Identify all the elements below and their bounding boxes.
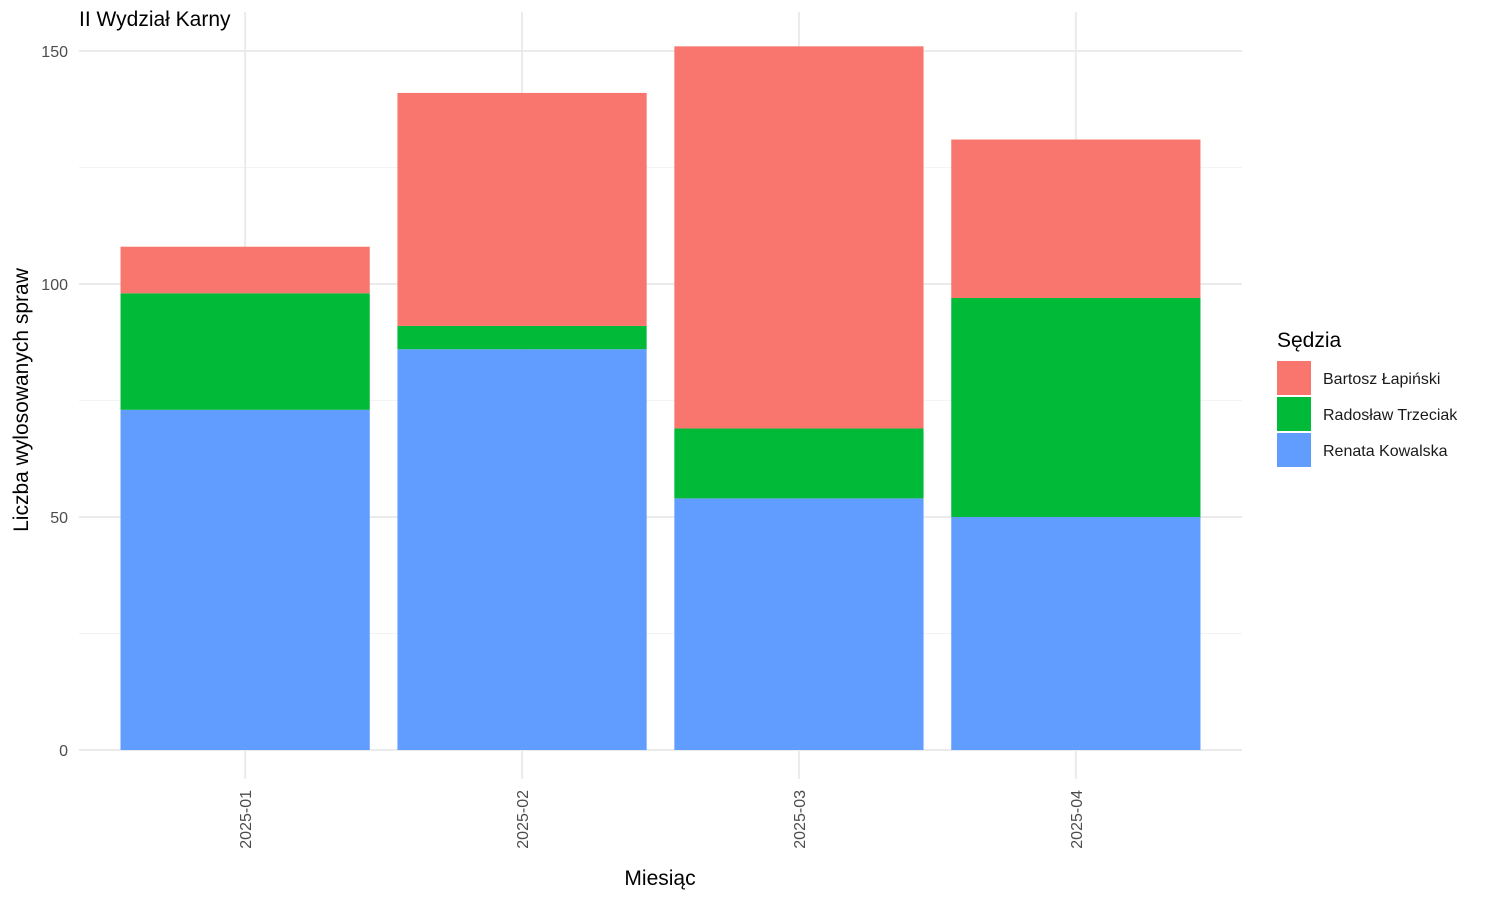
bar-segment (951, 297, 1201, 517)
bar-segment (951, 517, 1201, 750)
legend-label: Renata Kowalska (1323, 443, 1448, 460)
x-tick-label: 2025-03 (792, 790, 809, 849)
bar-segment (397, 325, 647, 350)
legend-key (1277, 361, 1311, 395)
y-tick-label: 150 (41, 44, 68, 61)
y-tick-label: 0 (59, 743, 68, 760)
bars (120, 46, 1201, 750)
bar-segment (951, 139, 1201, 298)
x-tick-label: 2025-02 (515, 790, 532, 849)
chart-title: II Wydział Karny (79, 8, 231, 31)
legend-label: Bartosz Łapiński (1323, 371, 1440, 388)
bar-segment (397, 349, 647, 750)
x-axis-title: Miesiąc (624, 867, 695, 890)
legend-key (1277, 433, 1311, 467)
bar-segment (674, 428, 924, 499)
y-tick-label: 50 (50, 510, 68, 527)
bar-segment (674, 498, 924, 750)
y-axis-title: Liczba wylosowanych spraw (10, 267, 33, 532)
bar-segment (674, 46, 924, 429)
y-axis-ticks: 0 50 100 150 (41, 44, 68, 760)
legend-key (1277, 397, 1311, 431)
legend-title: Sędzia (1277, 329, 1342, 352)
bar-segment (120, 409, 370, 750)
y-tick-label: 100 (41, 277, 68, 294)
legend-label: Radosław Trzeciak (1323, 407, 1458, 424)
bar-segment (397, 92, 647, 326)
x-tick-label: 2025-01 (238, 790, 255, 849)
x-tick-label: 2025-04 (1069, 790, 1086, 849)
legend: Bartosz Łapiński Radosław Trzeciak Renata … (1277, 361, 1458, 467)
bar-segment (120, 246, 370, 294)
x-axis-ticks: 2025-01 2025-02 2025-03 2025-04 (238, 790, 1086, 849)
bar-segment (120, 293, 370, 410)
